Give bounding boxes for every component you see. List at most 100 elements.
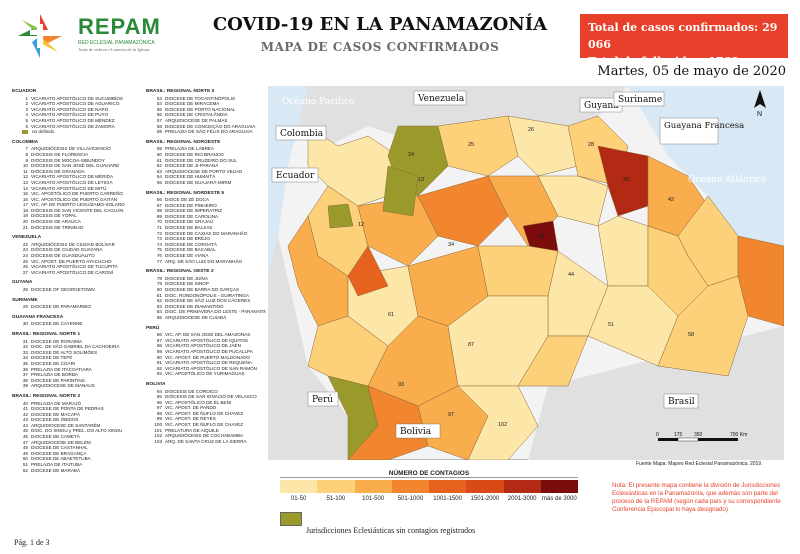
country-label-peru: Perú	[312, 394, 333, 405]
list-item-number: 63	[156, 168, 162, 174]
svg-text:102: 102	[498, 422, 507, 428]
list-item-label: PRELAZIA DE SÃO FÉLIX DO ARAGUAIA	[165, 129, 253, 135]
list-item: 43 DIOCESE DE ÓBIDOS	[12, 417, 144, 423]
list-item-label: VICARIATO APOSTÓLICO DE SAN RAMÓN	[165, 365, 257, 371]
list-item-number: 102	[154, 433, 162, 439]
list-item-label: VIC. APOST. DE PUERTO AYACUCHO	[31, 258, 112, 264]
list-item-label: VICARIATO APOSTÓLICO DE PUCALLPA	[165, 348, 253, 354]
list-item: 10 DIÓCESIS DE SAN JOSÉ DEL GUAVIARE	[12, 163, 144, 169]
svg-text:350: 350	[694, 432, 703, 438]
list-item: 64 DIOCESE DE HUMAITÁ	[146, 174, 266, 180]
list-section-header: GUYANA	[12, 280, 33, 286]
list-item: 89 VICARIATO APOSTÓLICO DE PUCALLPA	[146, 349, 266, 355]
list-item-label: DIOCESE DE RORAIMA	[31, 338, 83, 344]
svg-text:58: 58	[688, 332, 694, 338]
list-item-label: DIOCESE DE MARABÁ	[31, 467, 81, 473]
list-item-label: VICARIATO APOSTÓLICO DE SUCUMBÍOS	[31, 95, 123, 101]
list-item-label: DIOCESE DE PARAMARIBO	[31, 304, 91, 310]
list-item-number: 42	[22, 411, 28, 417]
list-item: 38 DIOCESE DE PARINTINS	[12, 378, 144, 384]
list-item: 3 VICARIATO APOSTÓLICO DE NAPO	[12, 107, 144, 113]
list-item-label: DIOCESIS DE COROICO	[165, 388, 218, 394]
list-item: 81 DIOC. RONDONÓPOLIS - GUIRATINGA	[146, 293, 266, 299]
list-item-number: 49	[22, 450, 28, 456]
list-item-label: DIOCESE DE COARI	[31, 360, 76, 366]
country-label-colombia: Colombia	[280, 129, 324, 139]
list-item: 102 ARQUIDIÓCESIS DE COCHABAMBA	[146, 433, 266, 439]
svg-text:97: 97	[448, 412, 454, 418]
legend-bin: 51-100	[317, 480, 355, 506]
list-item-label: DIOCESE DE PONTA DE PEDRAS	[31, 406, 104, 412]
list-item-label: DIOCESE OF GEORGETOWN	[31, 287, 95, 292]
list-item-label: DIOCESE DE CAROLINA	[165, 213, 219, 219]
list-item-label: DIOCESE DE CAMETÁ	[31, 434, 80, 440]
list-item-number: 62	[156, 163, 162, 169]
list-item-label: VIC. AP. DE SAN JOSÉ DEL AMAZONAS	[165, 332, 251, 338]
list-item: 74 DIOCESE DE COROATÁ	[146, 242, 266, 248]
list-item-number: 86	[156, 332, 162, 338]
list-item: 41 DIOCESE DE PONTA DE PEDRAS	[12, 406, 144, 412]
list-item: 97 VIC. APOST. DE PANDO	[146, 405, 266, 411]
list-item-label: DIOCESE DE CRISTALÂNDIA	[165, 112, 228, 118]
list-item: 101 PRELATURA DE AIQUILE	[146, 428, 266, 434]
list-item-number: 9	[25, 157, 28, 163]
list-item-label: DIÓCESIS DE SAN JOSÉ DEL GUAVIARE	[31, 163, 120, 169]
list-item-number: 59	[156, 146, 162, 152]
ocean-pacific-label: Océano Pacífico	[282, 96, 355, 107]
list-item: 7 ARQUIDIÓCESIS DE VILLAVICENCIO	[12, 146, 144, 152]
list-item-number: 64	[156, 174, 162, 180]
list-item-label: ARQUIDIÓCESIS DE CIUDAD BOLÍVAR	[31, 241, 115, 247]
list-item-number: 103	[154, 438, 162, 444]
svg-text:42: 42	[668, 197, 674, 203]
list-item: 42 DIOCESE DE MACAPÁ	[12, 412, 144, 418]
list-item-number: 73	[156, 236, 162, 242]
list-item: 23 DIÓCESIS DE CIUDAD GUAYANA	[12, 247, 144, 253]
country-label-guyana: Guyana	[584, 101, 619, 111]
list-item-label: DIOC. RONDONÓPOLIS - GUIRATINGA	[165, 292, 249, 298]
list-section-header: SURINAME	[12, 297, 38, 303]
list-item: 78 DIOCESE DE JUÍNA	[146, 276, 266, 282]
jurisdiction-list-right: BRASIL: REGIONAL NORTE 3 53 DIOCESE DE TOC…	[146, 84, 266, 444]
list-item: 85 ARQUIDIOCESE DE CUIABÁ	[146, 315, 266, 321]
jurisdiction-numbers: 24 25 26 28 30 42 12 13 36 34 44 51 58 61 87 93 97 1…	[358, 127, 694, 428]
list-item: 16 VIC. APOSTÓLICO DE PUERTO GAITÁN	[12, 197, 144, 203]
list-item: 86 VIC. AP. DE SAN JOSÉ DEL AMAZONAS	[146, 332, 266, 338]
list-item: 92 VICARIATO APOSTÓLICO DE SAN RAMÓN	[146, 366, 266, 372]
list-item: 47 ARQUIDIOCESE DE BELÉM	[12, 440, 144, 446]
legend-bin-swatch	[391, 480, 429, 493]
list-item-label: PRELAZIA DE BORBA	[31, 372, 78, 378]
legend-bin-swatch	[317, 480, 355, 493]
legend-bin-label: 01-50	[290, 496, 307, 502]
list-item-label: DIOCESE DE VIANA	[165, 253, 209, 259]
legend-bin-label: 51-100	[326, 496, 346, 502]
list-item: 11 DIÓCESIS DE GRANADA	[12, 169, 144, 175]
list-item-label: VICARIATO APOSTÓLICO DE PUYO	[31, 112, 109, 118]
list-item-label: VICARIATO APOSTÓLICO DE JAÉN	[165, 343, 241, 349]
list-item-number: 21	[22, 224, 28, 230]
list-item: 17 VIC. AP. DE PUERTO LEGUÍZAMO-SOLANO	[12, 202, 144, 208]
list-item-label: DIÓCESIS DE CIUDAD GUAYANA	[31, 247, 103, 253]
list-item-number: 55	[156, 106, 162, 112]
list-item-label: DIOCESE DE CRUZEIRO DO SUL	[165, 157, 237, 163]
svg-text:N: N	[757, 111, 762, 118]
list-item-number: 60	[156, 151, 162, 157]
list-item: 9 DIÓCESIS DE MOCOA-SIBUNDOY	[12, 158, 144, 164]
list-item-number: 41	[22, 406, 28, 412]
list-item-number: 94	[156, 388, 162, 394]
list-item-label: DIOC. DE PRIMAVERA DO LESTE - PARANATING…	[165, 309, 266, 315]
total-deaths: Total de fallecidos: 1768	[588, 55, 739, 68]
svg-text:175: 175	[674, 432, 683, 438]
list-item-number: 51	[22, 462, 28, 468]
list-item-label: VICARIATO APOSTÓLICO DE MITÚ	[31, 185, 107, 191]
list-item-label: no definido	[32, 129, 55, 135]
list-section-header: BRASIL: REGIONAL OESTE 2	[146, 269, 214, 275]
list-item-label: ARQUIDIOCESE DE SANTARÉM	[31, 422, 101, 428]
list-item-number: 80	[156, 287, 162, 292]
list-item: 100 VIC. APOST. DE ÑUFLO DE CHAVEZ	[146, 422, 266, 428]
list-item-number: 38	[22, 377, 28, 383]
list-item-number: 37	[22, 372, 28, 378]
list-item-label: VICARIATO APOSTÓLICO DE MÉRIDA	[31, 174, 114, 180]
list-item-number: 83	[156, 303, 162, 309]
list-item: 72 DIOCESE DE CAXIAS DO MARANHÃO	[146, 231, 266, 237]
list-item-number: 91	[156, 360, 162, 366]
